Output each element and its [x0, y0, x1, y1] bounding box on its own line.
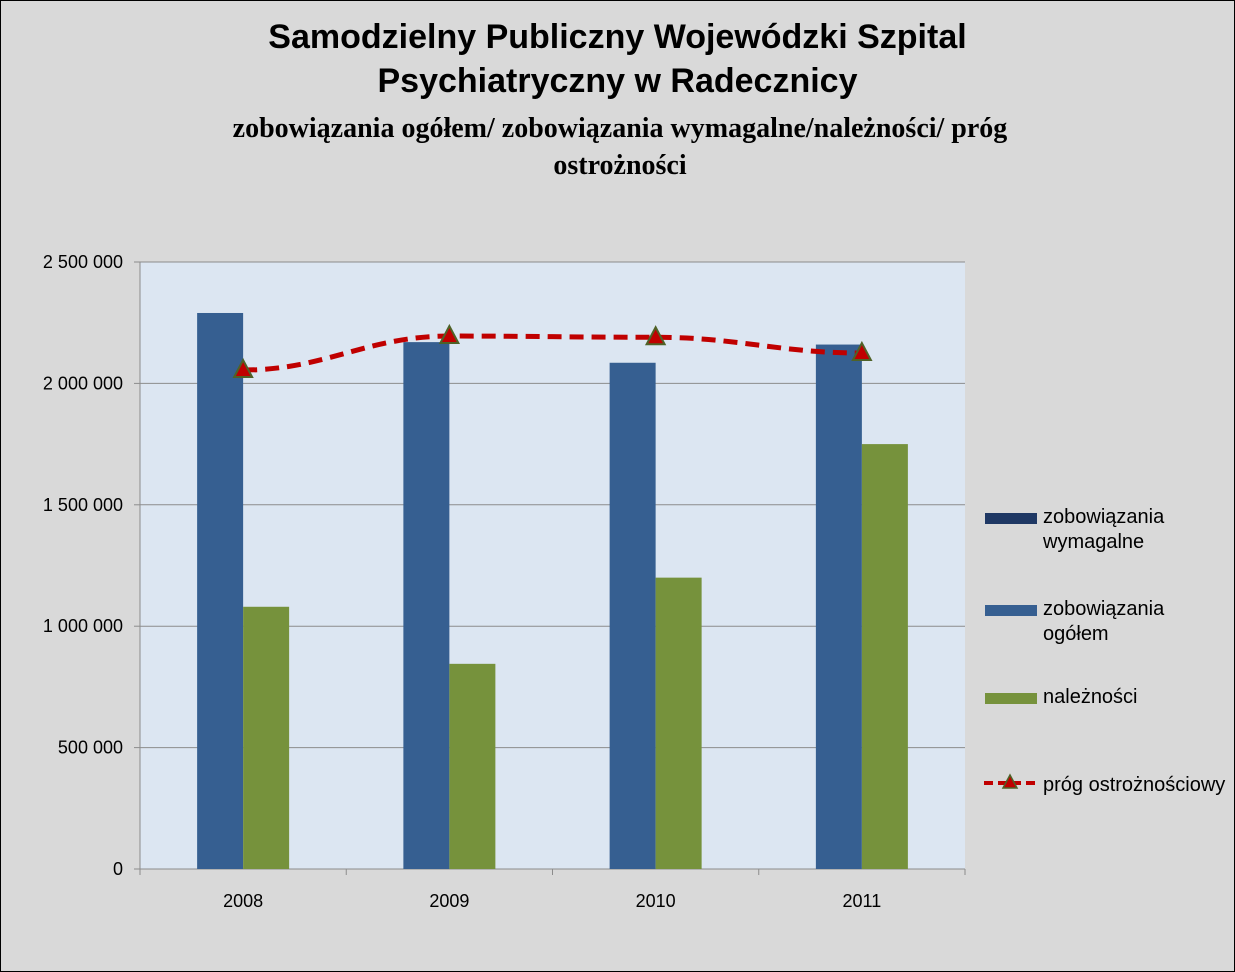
legend-label-zobowiazania-ogolem: zobowiązania ogółem	[1043, 598, 1165, 645]
chart-subtitle-line-2: ostrożności	[553, 150, 687, 181]
bar-zobowiązania-ogółem-2011	[815, 344, 862, 869]
legend-swatch-prog-ostroznosciowy	[984, 773, 1036, 789]
chart-title-line-1: Samodzielny Publiczny Wojewódzki Szpital	[268, 18, 967, 56]
tick-labels: 0 500 000 1 000 000 1 500 000 2 000 000 2 500…	[43, 252, 881, 911]
threshold-line	[243, 333, 862, 373]
y-tick-label: 1 000 000	[43, 616, 123, 636]
x-tick-label: 2008	[223, 891, 263, 911]
legend-label-naleznosci: należności	[1043, 686, 1138, 708]
chart-title-line-2: Psychiatryczny w Radecznicy	[377, 62, 858, 100]
legend-swatch-naleznosci	[985, 693, 1037, 704]
threshold-line-series	[232, 323, 873, 379]
bar-należności-2009	[449, 663, 496, 869]
chart-subtitle-line-1: zobowiązania ogółem/ zobowiązania wymaga…	[232, 113, 1008, 144]
bar-należności-2010	[655, 577, 702, 869]
legend-label-prog-ostroznosciowy: próg ostrożnościowy	[1043, 774, 1226, 796]
y-tick-label: 0	[113, 859, 123, 879]
x-tick-label: 2009	[429, 891, 469, 911]
legend-triangle-icon	[1001, 773, 1019, 789]
y-tick-label: 2 000 000	[43, 373, 123, 393]
bar-zobowiązania-ogółem-2009	[403, 342, 450, 869]
legend-label-zobowiazania-wymagalne: zobowiązania wymagalne	[1043, 506, 1165, 553]
bar-zobowiązania-ogółem-2010	[609, 362, 656, 869]
x-tick-label: 2011	[843, 891, 882, 911]
threshold-marker-2011	[851, 340, 873, 362]
threshold-marker-2008	[232, 357, 254, 379]
legend-swatch-zobowiazania-ogolem	[985, 605, 1037, 616]
legend-swatch-zobowiazania-wymagalne	[985, 513, 1037, 524]
bar-zobowiązania-ogółem-2008	[197, 312, 244, 869]
y-tick-label: 2 500 000	[43, 252, 123, 272]
threshold-marker-2010	[644, 325, 667, 346]
bar-należności-2011	[861, 444, 908, 869]
y-tick-label: 500 000	[58, 738, 123, 758]
x-tick-label: 2010	[636, 891, 676, 911]
bars	[197, 312, 908, 869]
y-tick-label: 1 500 000	[43, 495, 123, 515]
threshold-marker-2009	[438, 323, 461, 345]
bar-należności-2008	[243, 606, 290, 869]
